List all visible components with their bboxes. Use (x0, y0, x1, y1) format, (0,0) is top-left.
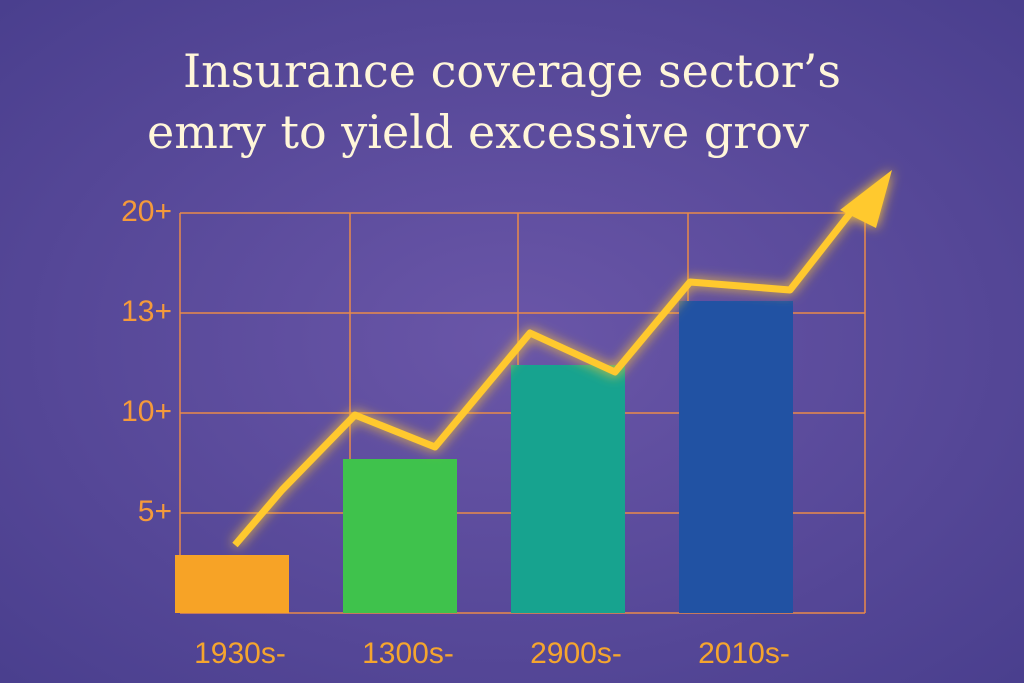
chart-title: Insurance coverage sector’s (183, 44, 841, 98)
bar (679, 301, 793, 613)
x-tick-label: 2900s- (530, 637, 622, 670)
y-tick-label: 10+ (121, 395, 172, 428)
bar (343, 459, 457, 613)
bar (511, 365, 625, 613)
trend-line (232, 195, 865, 548)
trend-arrow (232, 170, 892, 548)
x-tick-label: 1300s- (362, 637, 454, 670)
x-tick-label: 1930s- (194, 637, 286, 670)
y-tick-label: 20+ (121, 195, 172, 228)
y-tick-label: 13+ (121, 295, 172, 328)
x-tick-label: 2010s- (698, 637, 790, 670)
y-tick-label: 5+ (138, 495, 172, 528)
arrow-head (840, 170, 892, 228)
chart-title: emry to yield excessive grov (147, 105, 809, 159)
bar (175, 555, 289, 613)
